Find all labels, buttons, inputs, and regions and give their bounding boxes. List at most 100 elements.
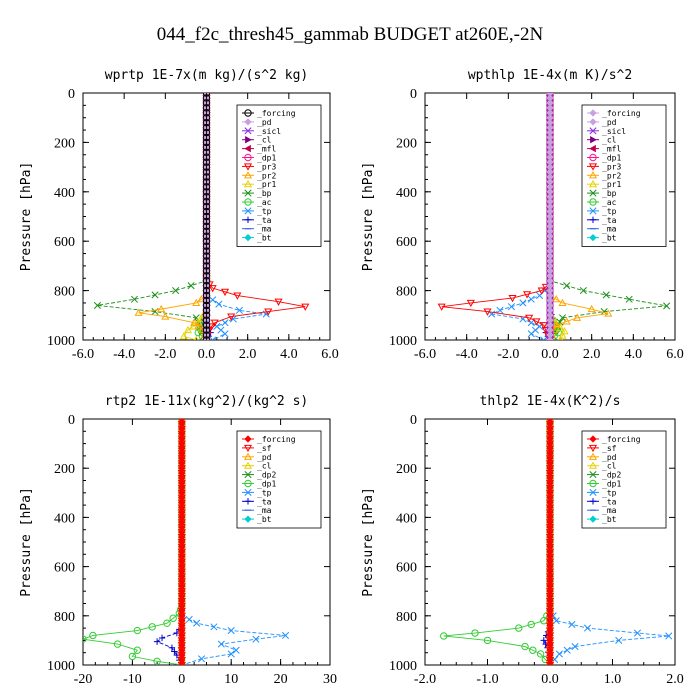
data-point [128, 652, 137, 661]
data-point [202, 93, 211, 97]
data-point [625, 295, 633, 303]
data-point [190, 318, 199, 326]
series-line-tp [181, 419, 286, 665]
data-point [571, 642, 579, 651]
legend-label: _forcing [602, 109, 641, 118]
y-tick-label: 400 [396, 186, 417, 201]
data-point [536, 650, 545, 658]
x-tick-label: 2.0 [666, 672, 684, 687]
data-point [235, 306, 243, 314]
x-tick-label: -2.0 [497, 347, 519, 362]
legend-label: _tp [257, 488, 272, 497]
data-point [496, 306, 504, 314]
legend-marker [244, 498, 252, 505]
data-point [466, 299, 475, 308]
data-point [193, 619, 201, 627]
legend: _forcing_sf_pd_cl_dp2_dp1_tp_ta_ma_bt [581, 430, 667, 529]
data-point [202, 291, 211, 300]
data-point [202, 257, 211, 265]
legend-label: _ac [602, 198, 617, 207]
legend-marker [244, 488, 252, 496]
data-point [179, 332, 188, 340]
data-point [583, 624, 592, 632]
data-point [202, 109, 211, 117]
data-point [197, 295, 206, 303]
data-point [217, 640, 225, 648]
data-point [133, 646, 142, 654]
data-point [209, 296, 217, 304]
legend-label: _bt [602, 515, 617, 524]
data-point [89, 631, 97, 640]
data-point [163, 619, 171, 627]
data-point [202, 183, 211, 191]
data-point [202, 301, 211, 310]
y-tick-label: 400 [54, 511, 75, 526]
data-point [555, 650, 563, 658]
legend-marker [588, 461, 598, 469]
legend-marker [589, 471, 597, 479]
data-point [437, 303, 446, 311]
series-line-tp [206, 93, 267, 340]
x-tick-label: 10 [224, 672, 238, 687]
y-tick-label: 600 [54, 561, 75, 576]
data-point [515, 624, 523, 632]
data-point [207, 323, 216, 331]
legend-marker [244, 233, 252, 242]
y-tick-label: 200 [54, 462, 75, 477]
legend-label: _ma [602, 225, 617, 234]
legend: _forcing_pd_sicl_cl_mfl_dp1_pr3_pr2_pr1_… [236, 104, 322, 247]
chart-panel-3: rtp2 1E-11x(kg^2)/(kg^2 s) Pressure [hPa]… [19, 394, 337, 687]
data-point [546, 336, 554, 340]
legend-label: _bt [602, 234, 617, 243]
data-point [172, 287, 180, 295]
y-tick-label: 1000 [47, 334, 75, 349]
legend-label: _ac [257, 198, 272, 207]
data-point [202, 123, 211, 132]
legend-label: _bt [257, 515, 272, 524]
data-point [202, 311, 211, 319]
y-axis-label: Pressure [hPa] [19, 487, 34, 597]
x-tick-label: -20 [74, 672, 93, 687]
series-line-dp1 [443, 419, 551, 665]
data-point [202, 217, 211, 226]
data-point [202, 232, 211, 240]
data-point [471, 629, 479, 637]
legend-marker [589, 515, 597, 523]
series-line-bp [97, 93, 207, 340]
legend-marker [243, 444, 253, 453]
legend-label: _mfl [257, 145, 276, 154]
x-tick-label: 1.0 [604, 672, 622, 687]
data-point [202, 153, 211, 161]
data-point [563, 646, 571, 654]
data-point [532, 318, 541, 326]
x-tick-label: -6.0 [414, 347, 436, 362]
data-point [202, 252, 211, 260]
data-point [202, 173, 211, 181]
data-point [483, 308, 492, 316]
data-point [221, 319, 229, 327]
y-tick-label: 800 [396, 285, 417, 300]
data-point [202, 104, 211, 112]
chart-panel-4: thlp2 1E-4x(K^2)/s Pressure [hPa] -2.0 -1.0… [361, 394, 684, 687]
data-point [540, 336, 548, 340]
data-point [558, 331, 567, 339]
data-point [252, 635, 260, 643]
y-tick-label: 200 [54, 136, 75, 151]
x-tick-label: -2.0 [414, 672, 436, 687]
x-tick-label: -6.0 [72, 347, 94, 362]
legend-label: _pr2 [257, 171, 276, 180]
data-point [527, 330, 535, 338]
data-point [210, 319, 219, 327]
data-point [202, 237, 211, 245]
data-point [202, 281, 211, 290]
legend-marker [244, 198, 252, 206]
legend-label: _forcing [257, 435, 296, 444]
legend-marker [589, 216, 597, 223]
series-group [83, 419, 290, 665]
legend-marker [589, 435, 597, 443]
data-point [202, 128, 211, 137]
legend-box [581, 430, 667, 529]
legend-marker [589, 488, 597, 496]
data-point [189, 322, 198, 330]
